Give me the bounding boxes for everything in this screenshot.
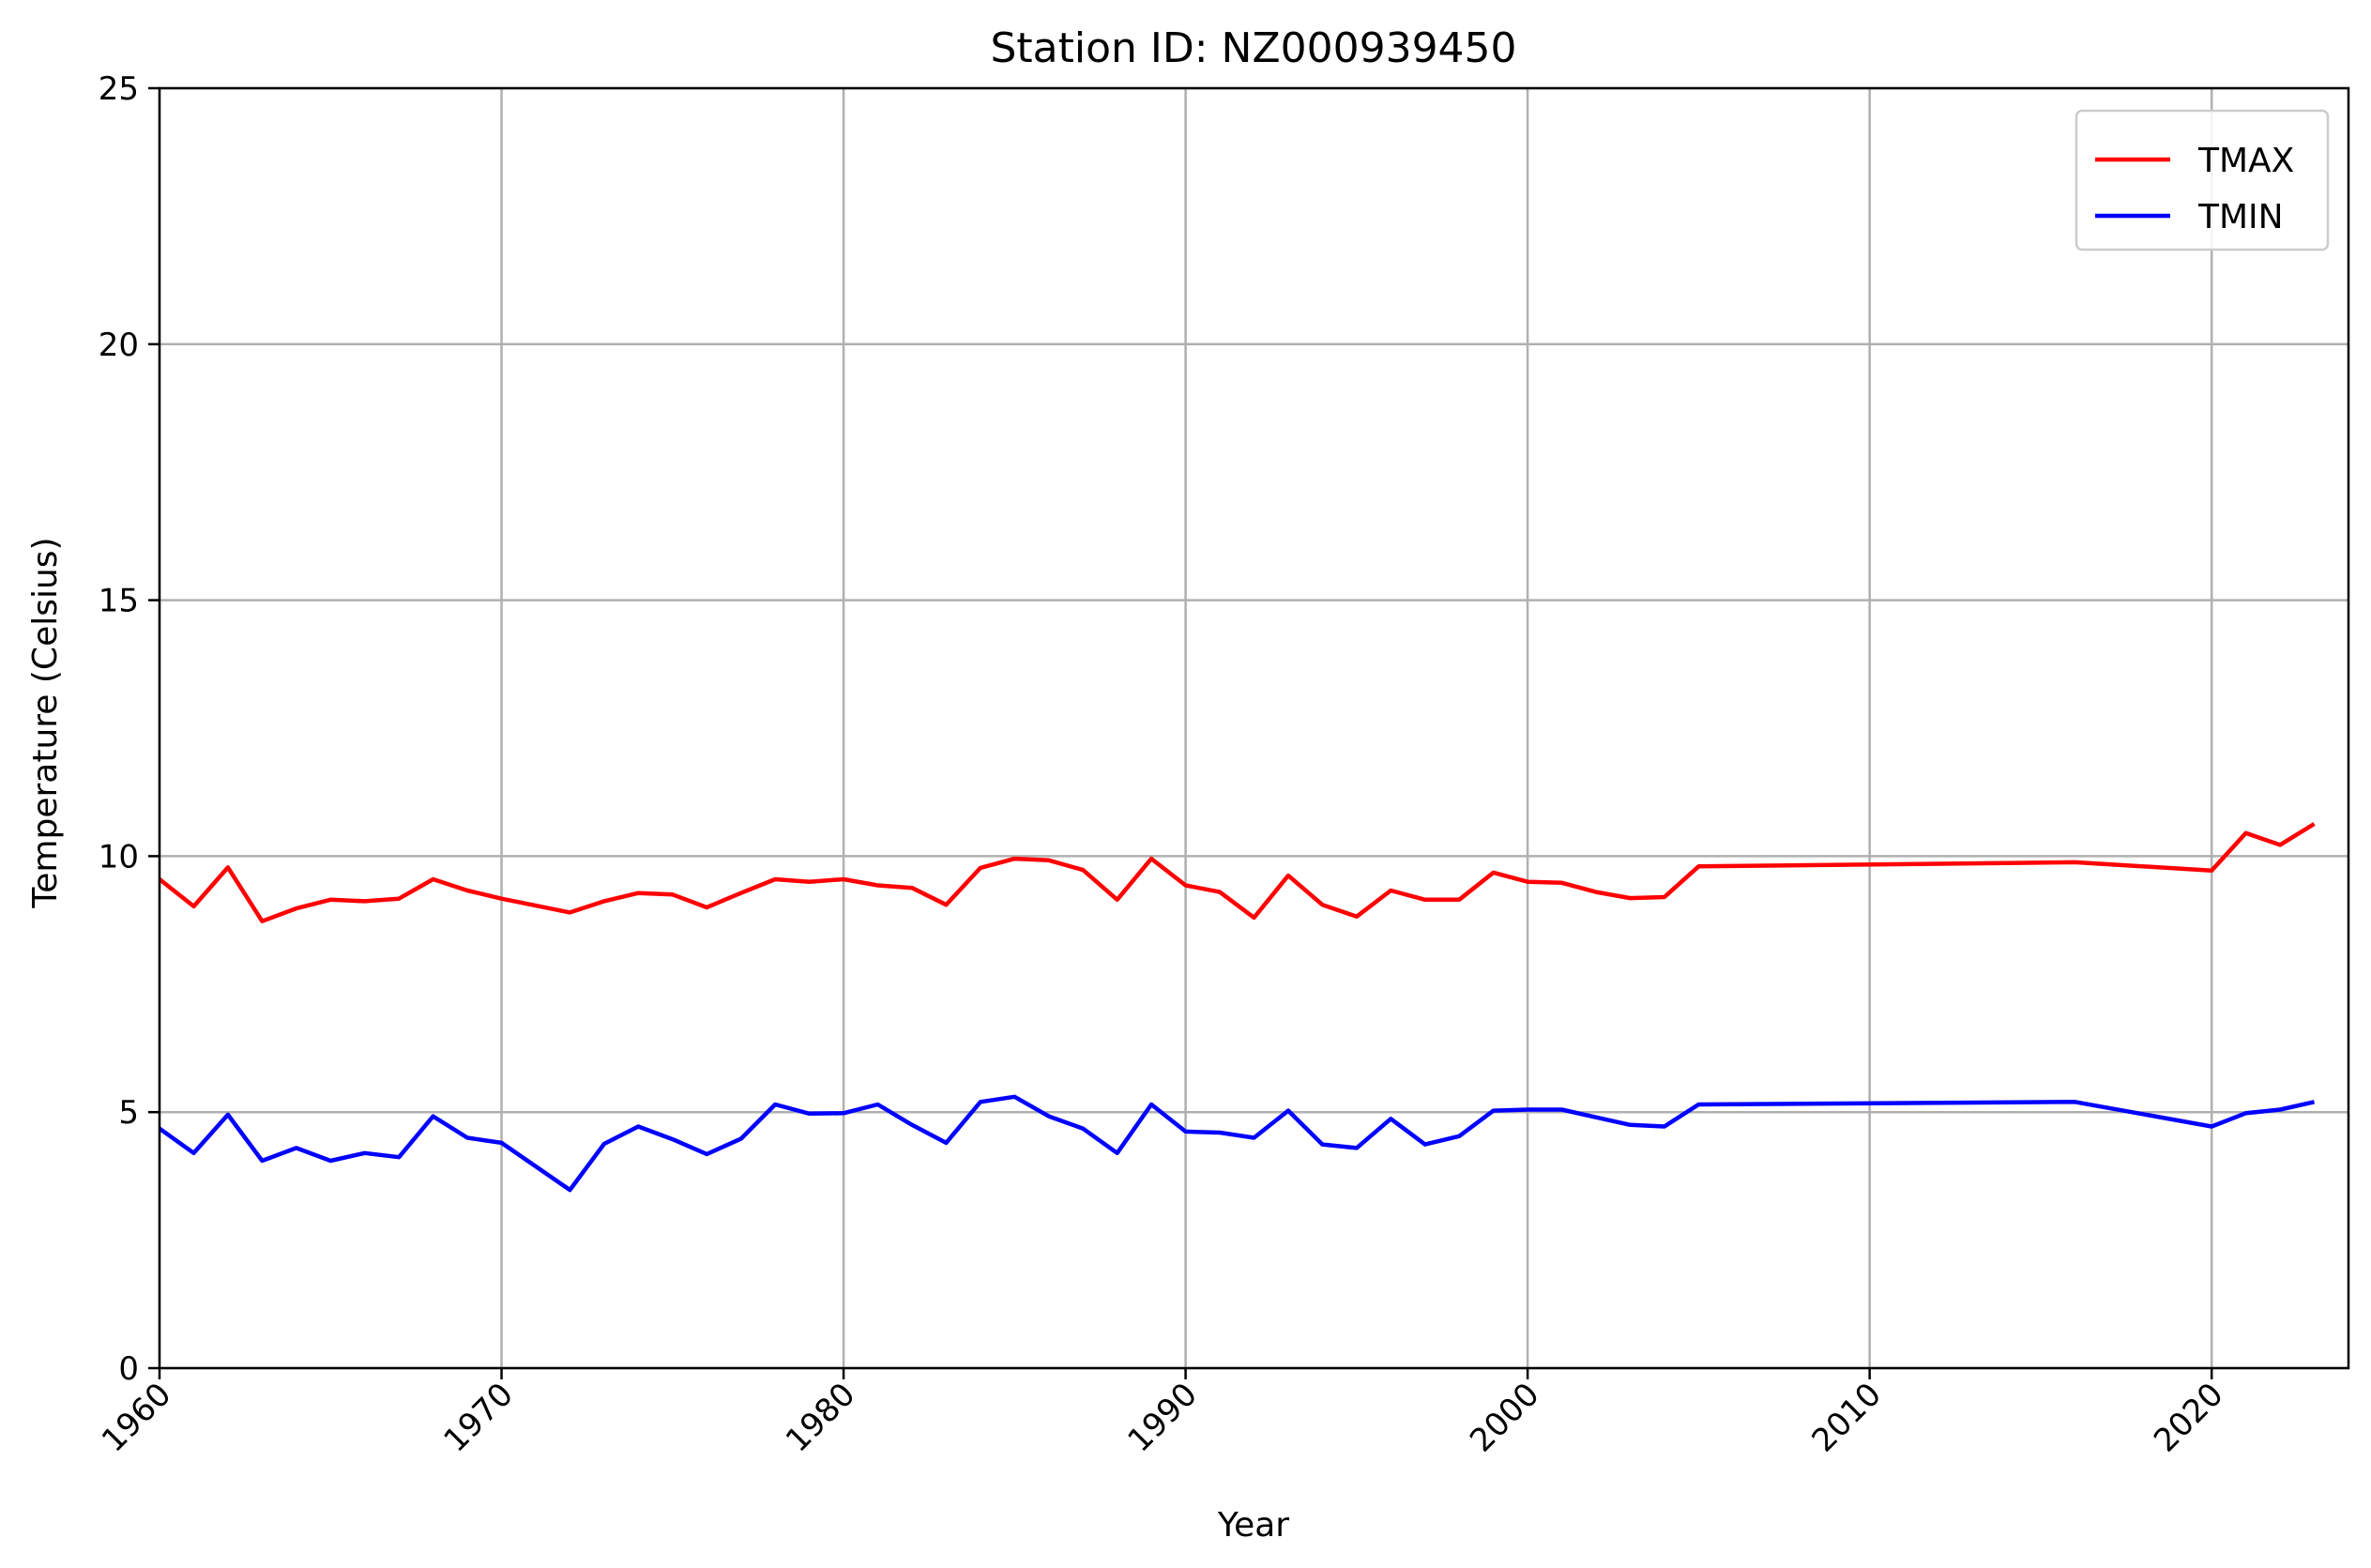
y-tick-label: 15 xyxy=(99,583,139,620)
series-line-tmin xyxy=(158,1094,2315,1193)
legend-label-tmin: TMIN xyxy=(2197,198,2284,236)
y-axis-label: Temperature (Celsius) xyxy=(26,537,65,908)
legend: TMAX TMIN xyxy=(2075,109,2330,251)
chart-title: Station ID: NZ000939450 xyxy=(990,24,1516,72)
x-axis-label: Year xyxy=(1217,1506,1289,1545)
y-tick-label: 10 xyxy=(99,838,139,875)
series-line-tmax xyxy=(158,822,2316,923)
plot-frame xyxy=(158,86,2350,1370)
series-lines xyxy=(158,822,2316,1193)
y-tick-label: 0 xyxy=(118,1350,139,1388)
y-tick-label: 20 xyxy=(99,327,139,364)
y-tick-label: 5 xyxy=(118,1094,139,1132)
y-tick-label: 25 xyxy=(99,70,139,108)
legend-label-tmax: TMAX xyxy=(2197,142,2294,180)
